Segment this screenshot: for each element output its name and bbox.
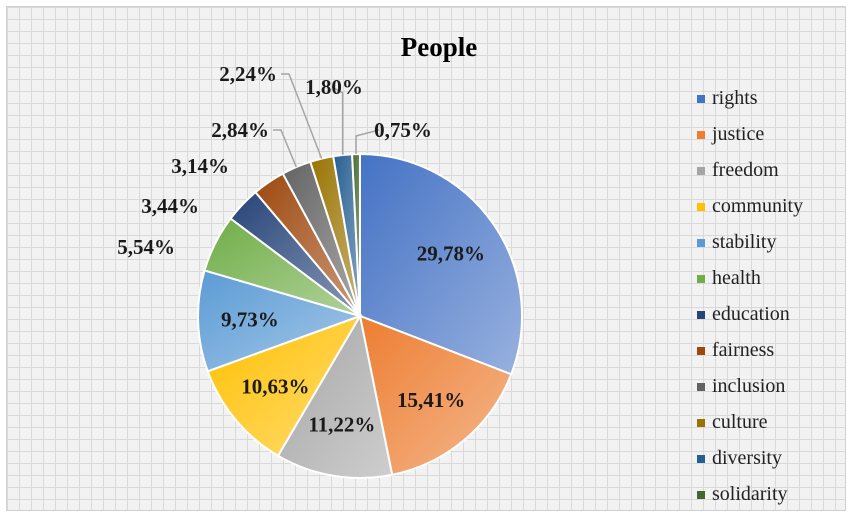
legend-label-solidarity: solidarity [712, 483, 788, 505]
legend-swatch-freedom [697, 167, 705, 175]
legend-label-culture: culture [712, 411, 768, 433]
legend-item-health: health [697, 267, 761, 289]
legend-swatch-justice [697, 131, 705, 139]
slice-community [206, 314, 363, 458]
legend-swatch-culture [697, 419, 705, 427]
leader-line-culture [281, 73, 323, 159]
legend-swatch-rights [697, 95, 705, 103]
legend-swatch-solidarity [697, 491, 705, 499]
data-label-inclusion: 2,84% [211, 118, 269, 142]
legend-label-health: health [712, 267, 761, 289]
legend-item-diversity: diversity [697, 447, 782, 469]
legend-label-rights: rights [712, 87, 758, 109]
legend-label-education: education [712, 303, 790, 325]
pie-slices [197, 152, 523, 479]
legend-item-inclusion: inclusion [697, 375, 785, 397]
legend: rights justice freedom community stability he… [697, 87, 803, 505]
legend-swatch-stability [697, 239, 705, 247]
legend-label-community: community [712, 195, 803, 217]
legend-item-justice: justice [697, 123, 764, 145]
data-label-culture: 2,24% [219, 62, 277, 86]
legend-item-culture: culture [697, 411, 768, 433]
data-label-freedom: 11,22% [308, 413, 375, 437]
legend-label-diversity: diversity [712, 447, 782, 469]
data-label-stability: 9,73% [221, 307, 279, 331]
data-label-health: 5,54% [117, 235, 175, 259]
leader-line-solidarity [355, 129, 380, 155]
legend-swatch-community [697, 203, 705, 211]
legend-item-freedom: freedom [697, 159, 779, 181]
chart-area: People 29,78% 15,41% 11,22% 10,63% 9,73% 5,54… [6, 6, 846, 511]
legend-item-education: education [697, 303, 790, 325]
data-label-justice: 15,41% [397, 388, 465, 412]
chart-title: People [401, 32, 477, 62]
legend-swatch-inclusion [697, 383, 705, 391]
leader-line-inclusion [273, 129, 297, 168]
legend-item-fairness: fairness [697, 339, 774, 361]
data-labels: 29,78% 15,41% 11,22% 10,63% 9,73% 5,54% 3,44% 3… [117, 62, 485, 437]
data-label-solidarity: 0,75% [374, 118, 432, 142]
slice-rights [359, 152, 523, 376]
legend-item-rights: rights [697, 87, 758, 109]
legend-label-fairness: fairness [712, 339, 774, 361]
data-label-community: 10,63% [241, 374, 309, 398]
slice-stability [197, 269, 364, 373]
legend-item-community: community [697, 195, 803, 217]
slice-justice [358, 314, 513, 476]
legend-label-justice: justice [711, 123, 764, 145]
data-label-rights: 29,78% [417, 242, 485, 266]
data-label-diversity: 1,80% [305, 75, 363, 99]
legend-label-freedom: freedom [712, 159, 779, 181]
legend-swatch-fairness [697, 347, 705, 355]
data-label-education: 3,44% [141, 194, 199, 218]
leader-lines [273, 73, 380, 168]
legend-label-inclusion: inclusion [712, 375, 785, 397]
legend-swatch-diversity [697, 455, 705, 463]
legend-swatch-health [697, 275, 705, 283]
legend-swatch-education [697, 311, 705, 319]
legend-item-stability: stability [697, 231, 776, 253]
pie-chart: People 29,78% 15,41% 11,22% 10,63% 9,73% 5,54… [117, 32, 803, 505]
legend-item-solidarity: solidarity [697, 483, 788, 505]
legend-label-stability: stability [712, 231, 776, 253]
slice-freedom [276, 313, 394, 479]
leader-line-diversity [331, 86, 344, 155]
data-label-fairness: 3,14% [171, 154, 229, 178]
